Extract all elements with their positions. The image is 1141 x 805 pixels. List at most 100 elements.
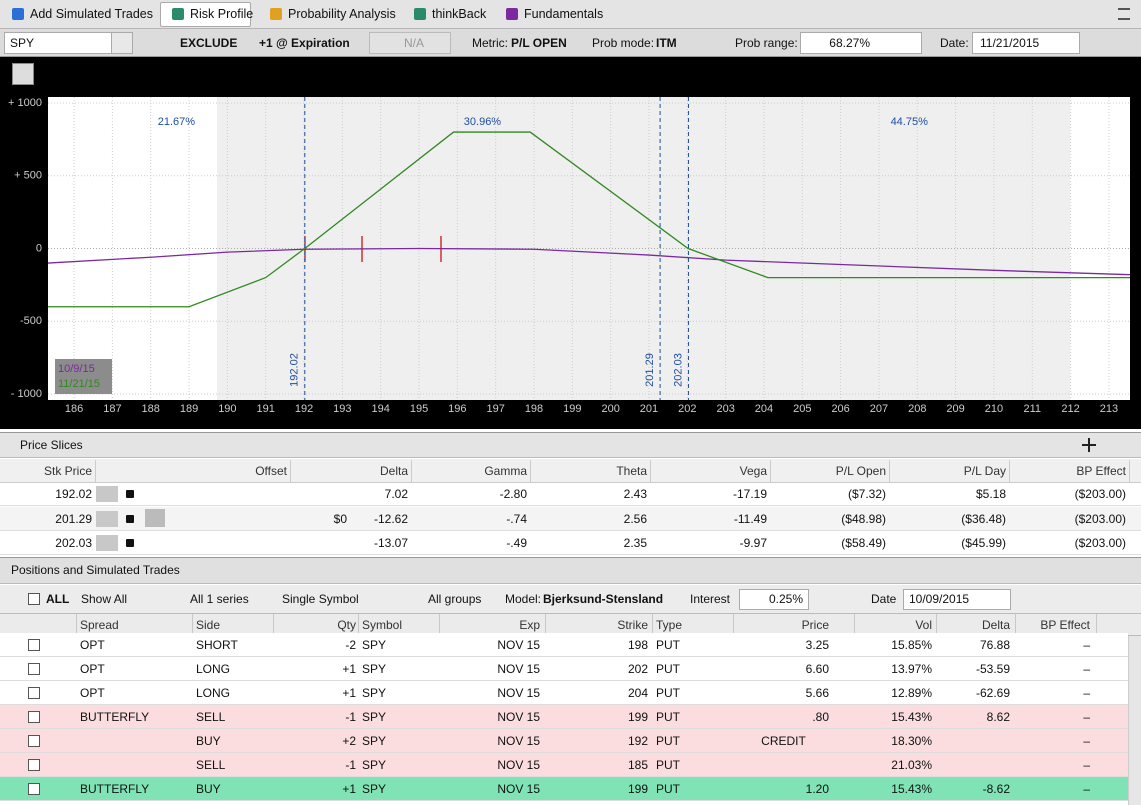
cell: -17.19 xyxy=(732,487,767,501)
x-tick-label: 190 xyxy=(218,403,236,415)
date-box[interactable] xyxy=(903,589,1011,610)
column-divider xyxy=(1015,614,1016,636)
control-metric[interactable]: P/L OPEN xyxy=(511,36,567,50)
column-header: BP Effect xyxy=(1040,618,1090,632)
control-date-label[interactable]: Date: xyxy=(940,36,969,50)
x-tick-label: 206 xyxy=(831,403,849,415)
column-divider xyxy=(650,460,651,482)
filter-model-label[interactable]: Model: xyxy=(505,592,542,606)
cell: 8.62 xyxy=(986,710,1010,724)
cell: 18.30% xyxy=(891,734,932,748)
probability-label: 21.67% xyxy=(158,116,196,128)
column-header: P/L Open xyxy=(835,464,886,478)
column-divider xyxy=(95,460,96,482)
cell: 3.25 xyxy=(805,638,829,652)
checkbox[interactable] xyxy=(28,663,40,675)
cell: NOV 15 xyxy=(497,734,540,748)
x-tick-label: 193 xyxy=(333,403,351,415)
filter-interest-label[interactable]: Interest xyxy=(690,592,731,606)
cell: ($48.98) xyxy=(841,511,886,526)
column-divider xyxy=(652,614,653,636)
tab-label[interactable]: Probability Analysis xyxy=(288,7,396,21)
cell: 2.43 xyxy=(623,487,647,501)
column-divider xyxy=(439,614,440,636)
date-box[interactable] xyxy=(972,32,1080,54)
cell: 21.03% xyxy=(891,758,932,772)
cell: – xyxy=(1083,662,1090,676)
dropdown[interactable] xyxy=(111,33,132,53)
cell: OPT xyxy=(80,662,105,676)
spinner[interactable] xyxy=(96,486,118,502)
cell: SPY xyxy=(362,662,387,676)
control-metric-label[interactable]: Metric: xyxy=(472,36,508,50)
lock-icon xyxy=(126,490,134,498)
cell: -2.80 xyxy=(499,487,527,501)
control-prob-mode-label[interactable]: Prob mode: xyxy=(592,36,655,50)
control-prob-mode[interactable]: ITM xyxy=(656,36,677,50)
checkbox[interactable] xyxy=(28,711,40,723)
cell: 201.29 xyxy=(55,511,92,526)
tab-label[interactable]: Add Simulated Trades xyxy=(30,7,153,21)
y-tick-label: 0 xyxy=(36,242,42,254)
add-button[interactable] xyxy=(1082,438,1096,452)
checkbox[interactable] xyxy=(28,735,40,747)
filter-date-label[interactable]: Date xyxy=(871,592,897,606)
filter-groups[interactable]: All groups xyxy=(428,592,482,606)
control-expiration[interactable]: +1 @ Expiration xyxy=(259,36,350,50)
tab-label[interactable]: Fundamentals xyxy=(524,7,604,21)
marker-label: 202.03 xyxy=(672,353,684,387)
cell: PUT xyxy=(656,662,680,676)
spinner[interactable] xyxy=(96,510,118,527)
cell: 15.43% xyxy=(891,710,932,724)
cell: ($36.48) xyxy=(961,511,1006,526)
x-tick-label: 194 xyxy=(372,403,390,415)
cell: 5.66 xyxy=(805,686,829,700)
cell: SELL xyxy=(196,710,226,724)
currency-button[interactable] xyxy=(145,509,165,527)
lock-icon xyxy=(126,539,134,547)
column-divider xyxy=(1096,614,1097,636)
checkbox[interactable] xyxy=(28,639,40,651)
marker-label: 192.02 xyxy=(289,353,301,387)
interest-box[interactable] xyxy=(739,589,809,610)
filter-model[interactable]: Bjerksund-Stensland xyxy=(543,592,664,606)
cell: SPY xyxy=(362,710,387,724)
checkbox[interactable] xyxy=(28,783,40,795)
checkbox[interactable] xyxy=(28,593,40,605)
cell: PUT xyxy=(656,710,680,724)
prob-range-box[interactable] xyxy=(800,32,922,54)
symbol-box[interactable] xyxy=(4,32,133,54)
checkbox[interactable] xyxy=(28,759,40,771)
spinner[interactable] xyxy=(96,535,118,551)
filter-symbol[interactable]: Single Symbol xyxy=(282,592,359,606)
table-row xyxy=(0,729,1128,753)
table-row xyxy=(0,681,1128,705)
column-divider xyxy=(290,460,291,482)
table-header xyxy=(0,459,1141,483)
column-header: Qty xyxy=(337,618,356,632)
filter-date: 10/09/2015 xyxy=(909,592,970,606)
cell: 199 xyxy=(627,782,648,796)
tab-label[interactable]: Risk Profile xyxy=(190,7,254,21)
filter-show[interactable]: Show All xyxy=(81,592,128,606)
cell: -11.49 xyxy=(733,511,767,526)
column-divider xyxy=(358,614,359,636)
control-exclude[interactable]: EXCLUDE xyxy=(180,36,238,50)
cell: 2.35 xyxy=(623,536,647,550)
legend-entry: 11/21/15 xyxy=(58,378,100,390)
checkbox[interactable] xyxy=(28,687,40,699)
chart-icon[interactable] xyxy=(12,63,34,85)
filter-all[interactable]: ALL xyxy=(46,592,70,606)
x-tick-label: 197 xyxy=(486,403,504,415)
cell: NOV 15 xyxy=(497,686,540,700)
filter-series[interactable]: All 1 series xyxy=(190,592,249,606)
x-tick-label: 187 xyxy=(103,403,121,415)
legend xyxy=(55,359,112,394)
column-divider xyxy=(273,614,274,636)
cell: 2.56 xyxy=(623,511,647,526)
table-row xyxy=(0,705,1128,729)
cell: NOV 15 xyxy=(497,758,540,772)
cell: LONG xyxy=(196,662,231,676)
tab-label[interactable]: thinkBack xyxy=(432,7,487,21)
control-prob-range-label[interactable]: Prob range: xyxy=(735,36,798,50)
